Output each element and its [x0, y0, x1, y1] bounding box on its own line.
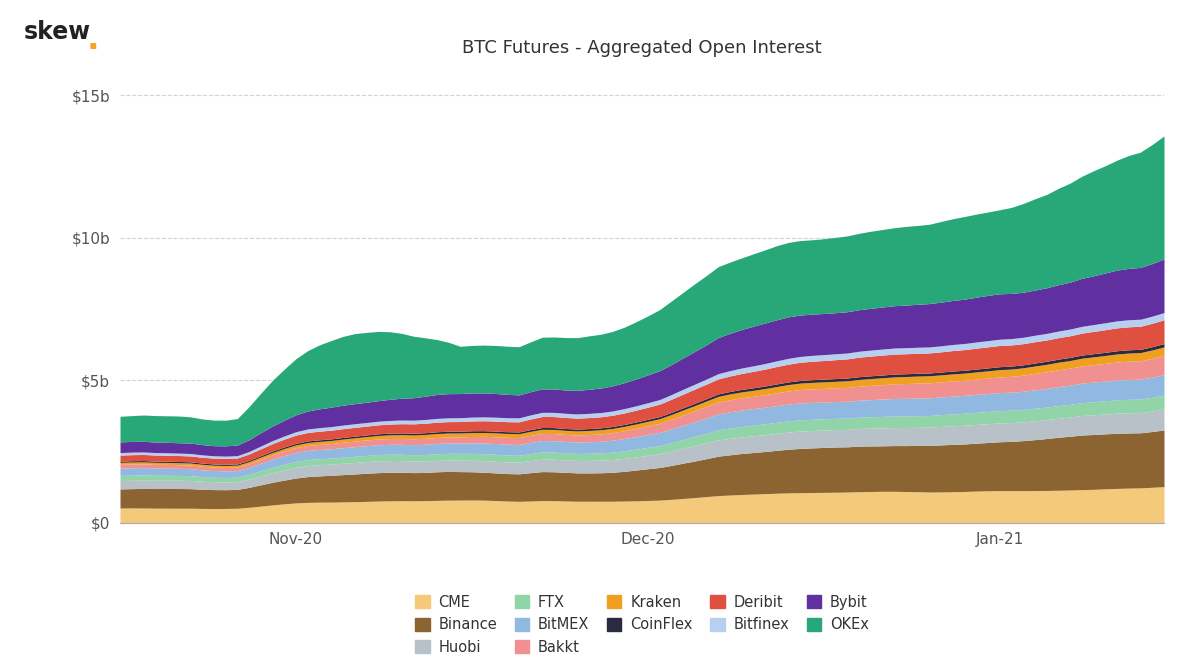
Legend: CME, Binance, Huobi, FTX, BitMEX, Bakkt, Kraken, CoinFlex, Deribit, Bitfinex, By: CME, Binance, Huobi, FTX, BitMEX, Bakkt,…: [409, 589, 875, 661]
Text: .: .: [86, 23, 100, 56]
Text: skew: skew: [24, 20, 91, 44]
Title: BTC Futures - Aggregated Open Interest: BTC Futures - Aggregated Open Interest: [462, 39, 822, 57]
